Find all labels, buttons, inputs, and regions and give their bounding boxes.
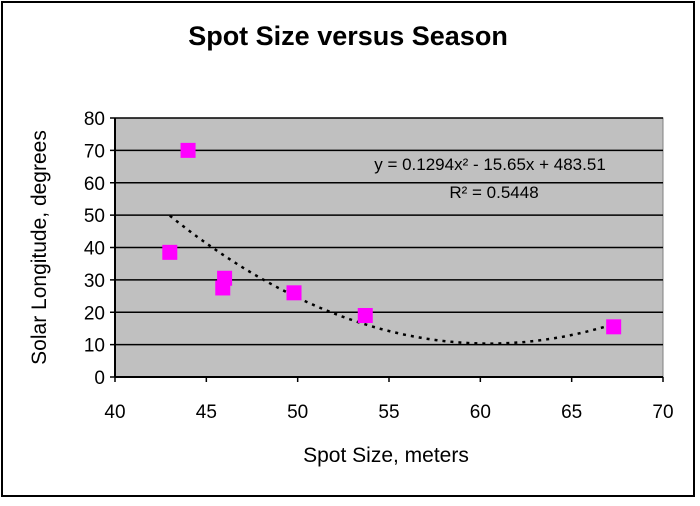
y-tick-label: 30 [84,271,105,292]
y-tick-label: 20 [84,303,105,324]
x-tick-label: 55 [378,402,399,423]
chart-title: Spot Size versus Season [188,21,508,51]
x-axis-label: Spot Size, meters [303,444,469,467]
data-point [162,244,178,260]
trendline-equation: y = 0.1294x² - 15.65x + 483.51 [374,155,606,174]
x-tick-label: 70 [652,402,673,423]
x-tick-labels: 40 45 50 55 60 65 70 [104,402,673,423]
gridlines [110,117,664,382]
data-point [606,319,622,335]
data-point [286,285,302,301]
trendline [169,214,615,345]
data-point [217,270,233,286]
y-tick-label: 0 [94,368,105,389]
y-tick-label: 10 [84,336,105,357]
x-tick-label: 45 [196,402,217,423]
y-axis-label: Solar Longitude, degrees [28,130,51,365]
x-tick-label: 50 [287,402,308,423]
y-tick-label: 80 [84,109,105,130]
x-tick-label: 60 [470,402,491,423]
x-tick-label: 65 [561,402,582,423]
y-tick-label: 40 [84,239,105,260]
data-point [357,307,373,323]
y-tick-label: 70 [84,141,105,162]
r-squared-label: R² = 0.5448 [449,183,538,202]
y-tick-label: 60 [84,174,105,195]
data-point [180,142,196,158]
x-tick-label: 40 [104,402,125,423]
y-tick-labels: 0 10 20 30 40 50 60 70 80 [84,109,105,389]
axes [114,118,663,378]
data-points [162,142,622,335]
y-tick-label: 50 [84,206,105,227]
